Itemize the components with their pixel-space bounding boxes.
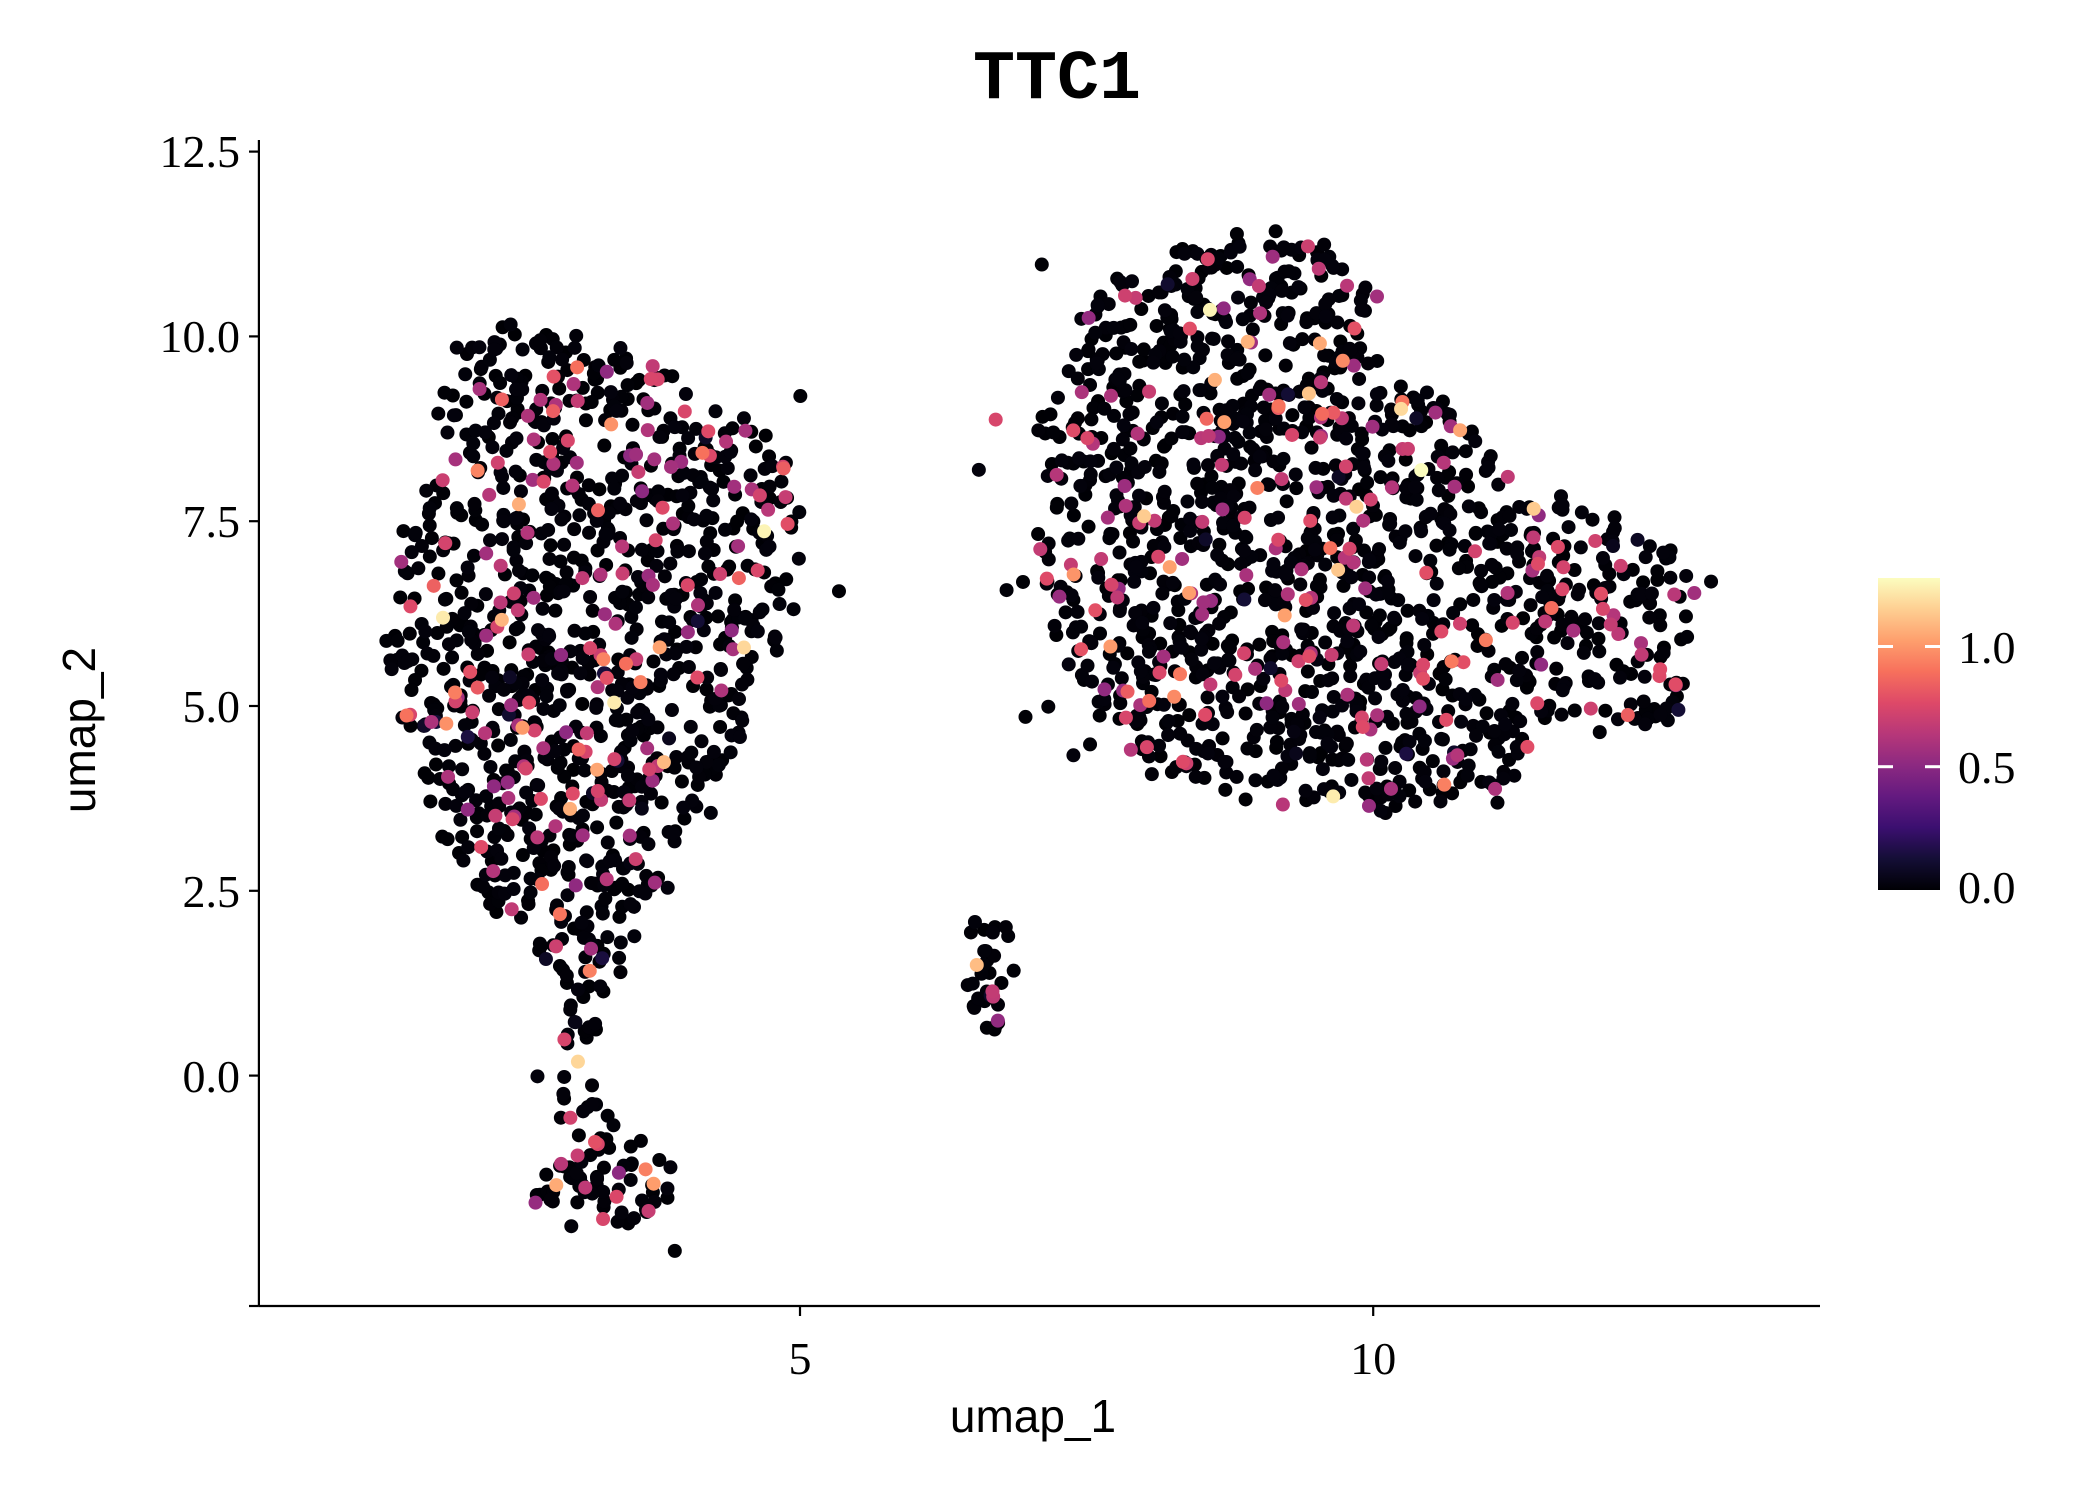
svg-text:7.5: 7.5	[183, 496, 241, 547]
svg-text:2.5: 2.5	[183, 866, 241, 917]
svg-text:umap_2: umap_2	[53, 647, 105, 813]
svg-text:TTC1: TTC1	[973, 41, 1141, 120]
svg-text:12.5: 12.5	[160, 126, 241, 177]
svg-text:10: 10	[1350, 1333, 1396, 1384]
svg-text:1.0: 1.0	[1958, 622, 2016, 673]
svg-text:0.5: 0.5	[1958, 742, 2016, 793]
svg-text:umap_1: umap_1	[950, 1390, 1116, 1442]
svg-text:0.0: 0.0	[183, 1051, 241, 1102]
svg-text:10.0: 10.0	[160, 311, 241, 362]
svg-text:5: 5	[789, 1333, 812, 1384]
svg-text:0.0: 0.0	[1958, 862, 2016, 913]
svg-text:5.0: 5.0	[183, 681, 241, 732]
